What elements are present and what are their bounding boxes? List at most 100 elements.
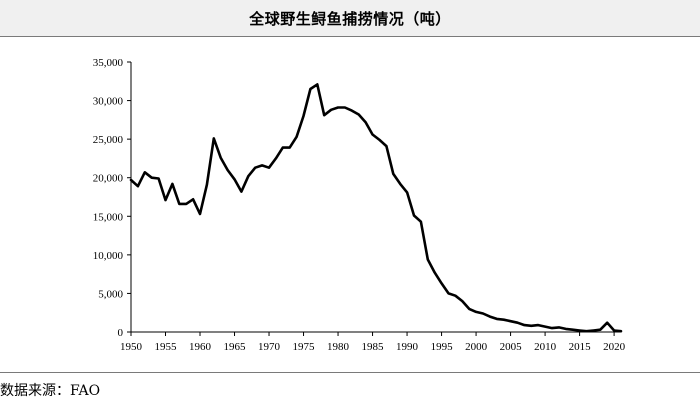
data-point bbox=[199, 213, 201, 215]
x-tick-label: 1970 bbox=[258, 341, 281, 353]
data-point bbox=[233, 178, 236, 181]
data-point bbox=[261, 164, 263, 167]
data-point bbox=[240, 190, 243, 193]
data-point bbox=[302, 115, 305, 117]
data-point bbox=[530, 325, 533, 327]
data-point bbox=[385, 145, 388, 147]
y-tick-label: 25,000 bbox=[93, 134, 124, 146]
data-point bbox=[219, 156, 222, 159]
data-point bbox=[544, 325, 546, 328]
data-point bbox=[620, 330, 622, 333]
data-point bbox=[275, 157, 277, 160]
data-point bbox=[357, 113, 360, 116]
data-point bbox=[392, 173, 395, 175]
data-point bbox=[164, 199, 167, 201]
data-point bbox=[564, 328, 567, 330]
data-point bbox=[371, 133, 374, 136]
x-tick-label: 2020 bbox=[603, 341, 626, 353]
data-point bbox=[213, 137, 215, 140]
data-point bbox=[150, 176, 153, 179]
data-point bbox=[578, 329, 581, 332]
data-point bbox=[171, 183, 174, 185]
data-point bbox=[337, 106, 339, 109]
series-line bbox=[129, 83, 623, 333]
data-point bbox=[516, 321, 519, 324]
data-point bbox=[254, 166, 257, 169]
x-tick-label: 2005 bbox=[500, 341, 523, 353]
data-point bbox=[613, 329, 615, 332]
data-point bbox=[351, 109, 353, 112]
x-tick-label: 1990 bbox=[396, 341, 419, 353]
data-point bbox=[309, 88, 312, 90]
data-point bbox=[344, 106, 346, 109]
data-point bbox=[454, 294, 457, 297]
data-point bbox=[468, 308, 470, 310]
data-point bbox=[571, 328, 574, 331]
data-point bbox=[447, 292, 450, 295]
data-point bbox=[495, 318, 498, 320]
y-tick-label: 35,000 bbox=[93, 57, 124, 69]
data-point bbox=[406, 191, 408, 194]
chart-title: 全球野生鲟鱼捕捞情况（吨） bbox=[249, 9, 451, 28]
data-point bbox=[288, 146, 291, 149]
data-point bbox=[268, 166, 270, 169]
data-point bbox=[130, 179, 132, 181]
data-point bbox=[537, 324, 539, 326]
data-point bbox=[502, 318, 505, 321]
y-tick-label: 20,000 bbox=[93, 173, 124, 185]
x-tick-label: 1995 bbox=[431, 341, 454, 353]
data-point bbox=[185, 203, 188, 205]
y-tick-label: 0 bbox=[118, 327, 124, 339]
data-point bbox=[378, 139, 381, 141]
data-point bbox=[440, 282, 443, 285]
x-tick-label: 1975 bbox=[293, 341, 316, 353]
data-point bbox=[282, 146, 284, 149]
data-point bbox=[206, 183, 208, 186]
data-point bbox=[144, 171, 146, 174]
data-point bbox=[330, 109, 332, 111]
data-point bbox=[192, 198, 194, 201]
data-point bbox=[433, 271, 436, 274]
data-point bbox=[413, 214, 415, 217]
x-tick-label: 1985 bbox=[362, 341, 385, 353]
data-point bbox=[157, 177, 160, 180]
data-point bbox=[461, 300, 464, 302]
chart-title-bar: 全球野生鲟鱼捕捞情况（吨） bbox=[0, 0, 700, 37]
data-point bbox=[364, 121, 367, 123]
data-point bbox=[226, 169, 229, 171]
data-point bbox=[489, 315, 491, 318]
data-point bbox=[509, 320, 512, 323]
data-point bbox=[482, 312, 484, 315]
data-point bbox=[558, 326, 560, 329]
data-point bbox=[475, 311, 477, 313]
x-tick-label: 1950 bbox=[120, 341, 143, 353]
x-tick-label: 2015 bbox=[569, 341, 592, 353]
data-point bbox=[551, 327, 553, 329]
source-note: 数据来源：FAO bbox=[0, 383, 101, 399]
y-tick-label: 10,000 bbox=[93, 250, 124, 262]
data-point bbox=[316, 83, 319, 86]
data-point bbox=[399, 183, 401, 185]
x-tick-label: 1980 bbox=[327, 341, 350, 353]
data-point bbox=[585, 330, 588, 333]
x-tick-label: 1965 bbox=[224, 341, 247, 353]
line-chart: 0 5,000 10,000 15,000 20,000 25,000 30,000 35,0… bbox=[93, 57, 626, 353]
y-tick-label: 15,000 bbox=[93, 211, 124, 223]
data-point bbox=[426, 258, 429, 261]
chart-area: 0 5,000 10,000 15,000 20,000 25,000 30,000 35,0… bbox=[0, 37, 700, 365]
data-point bbox=[323, 114, 326, 117]
x-tick-label: 1960 bbox=[189, 341, 212, 353]
y-tick-label: 5,000 bbox=[98, 288, 123, 300]
x-tick-label: 2000 bbox=[465, 341, 488, 353]
data-point bbox=[137, 185, 139, 187]
x-tick-label: 2010 bbox=[534, 341, 557, 353]
x-tick-label: 1955 bbox=[155, 341, 178, 353]
bottom-divider bbox=[0, 372, 700, 373]
data-point bbox=[606, 321, 608, 324]
y-tick-label: 30,000 bbox=[93, 96, 124, 108]
data-point bbox=[523, 324, 526, 326]
data-point bbox=[247, 175, 250, 177]
data-point bbox=[295, 136, 298, 138]
data-point bbox=[178, 203, 181, 205]
data-point bbox=[592, 329, 595, 332]
